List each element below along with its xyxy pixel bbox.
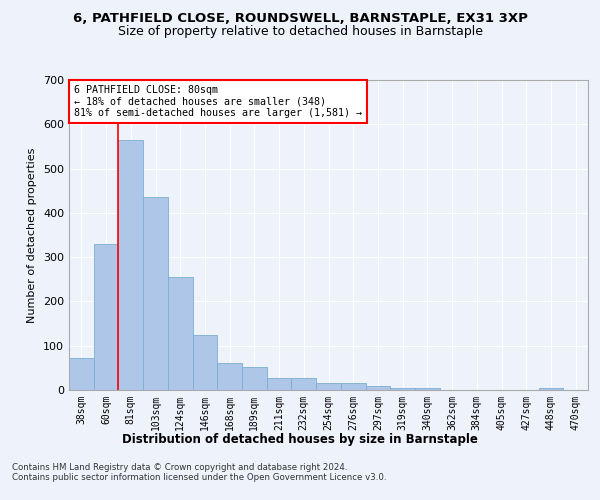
Text: Distribution of detached houses by size in Barnstaple: Distribution of detached houses by size … xyxy=(122,432,478,446)
Bar xyxy=(94,244,118,390)
Bar xyxy=(217,362,242,390)
Bar xyxy=(168,277,193,390)
Bar xyxy=(242,367,267,390)
Text: Size of property relative to detached houses in Barnstaple: Size of property relative to detached ho… xyxy=(118,25,482,38)
Text: 6 PATHFIELD CLOSE: 80sqm
← 18% of detached houses are smaller (348)
81% of semi-: 6 PATHFIELD CLOSE: 80sqm ← 18% of detach… xyxy=(74,84,362,118)
Bar xyxy=(292,378,316,390)
Bar xyxy=(267,378,292,390)
Bar xyxy=(365,386,390,390)
Bar xyxy=(193,334,217,390)
Bar xyxy=(118,140,143,390)
Y-axis label: Number of detached properties: Number of detached properties xyxy=(28,148,37,322)
Bar xyxy=(390,388,415,390)
Bar xyxy=(69,358,94,390)
Bar xyxy=(415,388,440,390)
Text: Contains HM Land Registry data © Crown copyright and database right 2024.
Contai: Contains HM Land Registry data © Crown c… xyxy=(12,462,386,482)
Bar xyxy=(341,384,365,390)
Text: 6, PATHFIELD CLOSE, ROUNDSWELL, BARNSTAPLE, EX31 3XP: 6, PATHFIELD CLOSE, ROUNDSWELL, BARNSTAP… xyxy=(73,12,527,26)
Bar xyxy=(316,384,341,390)
Bar xyxy=(143,198,168,390)
Bar xyxy=(539,388,563,390)
